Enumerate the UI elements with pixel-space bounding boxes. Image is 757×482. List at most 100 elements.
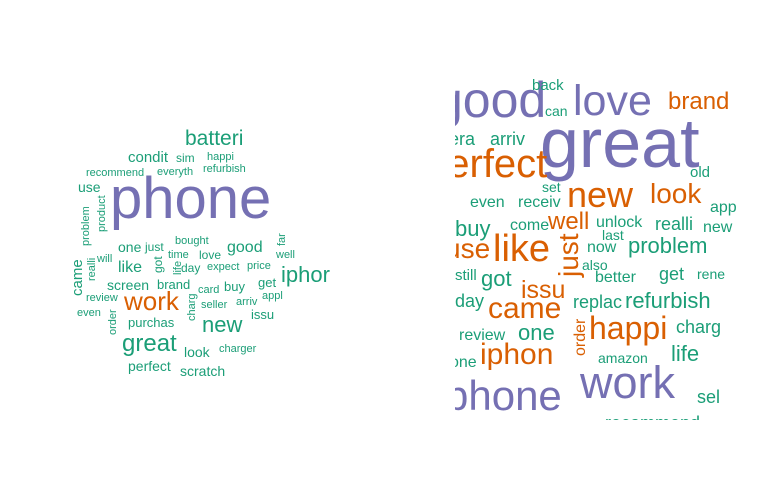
cloud-word-even: even [470,194,505,211]
cloud-word-got: got [481,266,512,291]
cloud-word-phone: phone [455,372,562,419]
cloud-word-sel: sel [697,387,721,407]
cloud-word-order: order [572,318,589,356]
cloud-word-refurbish: refurbish [203,163,246,175]
cloud-word-card: card [198,284,220,296]
cloud-word-get: get [659,264,685,284]
cloud-word-last: last [602,227,624,243]
cloud-word-love: love [199,248,222,262]
cloud-word-refurbish: refurbish [625,288,711,313]
word-cloud-right: goodback love brand can camera arriv greatperf… [455,60,757,420]
word-cloud-left: phone batteri work iphor great new condit sim ha… [69,127,330,379]
cloud-word-scratch: scratch [180,363,226,379]
cloud-word-one: one [118,239,142,255]
cloud-word-realli: realli [655,214,694,234]
cloud-word-now: now [587,239,617,256]
cloud-word-will: will [97,253,113,265]
cloud-word-like: like [118,259,143,276]
cloud-word-even: even [77,307,101,319]
cloud-word-great: great [122,330,177,357]
cloud-word-come: come [510,217,550,234]
cloud-word-purchas: purchas [128,315,175,330]
cloud-word-look: look [184,344,210,360]
cloud-word-amazon: amazon [598,350,648,366]
cloud-word-perfect: perfect [128,358,171,374]
cloud-word-buy: buy [455,216,491,241]
cloud-word-use: use [78,179,101,195]
cloud-word-can: can [545,103,568,119]
cloud-word-recommend: recommend [605,414,700,420]
cloud-word-one: one [518,320,555,345]
cloud-word-came: came [69,259,86,296]
cloud-word-order: order [107,309,119,335]
cloud-word-bought: bought [175,235,209,247]
cloud-word-arriv: arriv [490,129,525,149]
cloud-word-just: just [145,240,164,254]
cloud-word-one: one [455,354,477,371]
cloud-word-use: use [455,233,491,264]
cloud-word-get: get [258,275,277,290]
cloud-word-well: well [276,249,295,261]
cloud-word-work: work [124,286,179,316]
cloud-word-happi: happi [589,310,668,346]
cloud-word-good: good [227,239,263,256]
cloud-word-iphor: iphor [281,262,330,287]
cloud-word-better: better [595,269,636,286]
cloud-word-day: day [455,291,485,311]
cloud-word-everyth: everyth [157,166,194,178]
cloud-word-perfect: perfect [455,142,548,186]
cloud-word-expect: expect [207,261,240,273]
cloud-word-condit: condit [128,149,169,166]
cloud-word-new: new [567,174,634,215]
cloud-word-app: app [710,199,737,216]
cloud-word-new: new [703,219,733,236]
cloud-word-price: price [247,260,271,272]
cloud-word-love: love [573,77,652,125]
cloud-word-replac: replac [573,292,623,312]
cloud-word-rene: rene [697,266,726,282]
cloud-word-buy: buy [224,279,245,294]
cloud-word-set: set [542,179,561,195]
cloud-word-far: far [276,233,288,246]
cloud-word-new: new [202,312,243,337]
cloud-word-still: still [455,267,477,284]
cloud-word-charg: charg [186,293,198,321]
cloud-word-great: great [540,104,700,182]
cloud-word-life: life [671,341,700,366]
cloud-word-well: well [548,208,590,235]
cloud-word-day: day [181,261,201,275]
cloud-word-happi: happi [207,151,234,163]
cloud-word-work: work [580,357,676,408]
cloud-word-batteri: batteri [185,127,244,150]
cloud-word-old: old [690,164,711,181]
cloud-word-recommend: recommend [86,167,145,179]
cloud-word-review: review [86,292,118,304]
cloud-word-like: like [493,228,551,270]
cloud-word-appl: appl [262,290,283,302]
cloud-word-receiv: receiv [518,194,561,211]
cloud-word-issu: issu [521,276,566,304]
cloud-word-sim: sim [176,151,195,165]
cloud-word-time: time [168,249,189,261]
cloud-word-charger: charger [219,343,257,355]
cloud-word-brand: brand [668,88,730,115]
cloud-word-problem: problem [628,233,708,258]
cloud-word-good: good [455,72,547,128]
cloud-word-review: review [459,327,506,344]
cloud-word-phone: phone [110,166,272,231]
cloud-word-issu: issu [251,307,275,322]
cloud-word-charg: charg [676,317,722,337]
cloud-word-also: also [582,257,608,273]
cloud-word-just: just [553,233,584,277]
cloud-word-seller: seller [201,299,228,311]
cloud-word-problem: problem [80,206,92,246]
cloud-word-screen: screen [107,277,150,293]
cloud-word-back: back [532,77,564,94]
cloud-word-unlock: unlock [596,214,643,231]
cloud-word-camera: camera [455,129,476,149]
cloud-word-iphon: iphon [480,338,554,371]
cloud-word-look: look [650,178,702,209]
cloud-word-brand: brand [157,277,191,292]
cloud-word-arriv: arriv [236,296,258,308]
cloud-word-came: came [488,292,562,325]
